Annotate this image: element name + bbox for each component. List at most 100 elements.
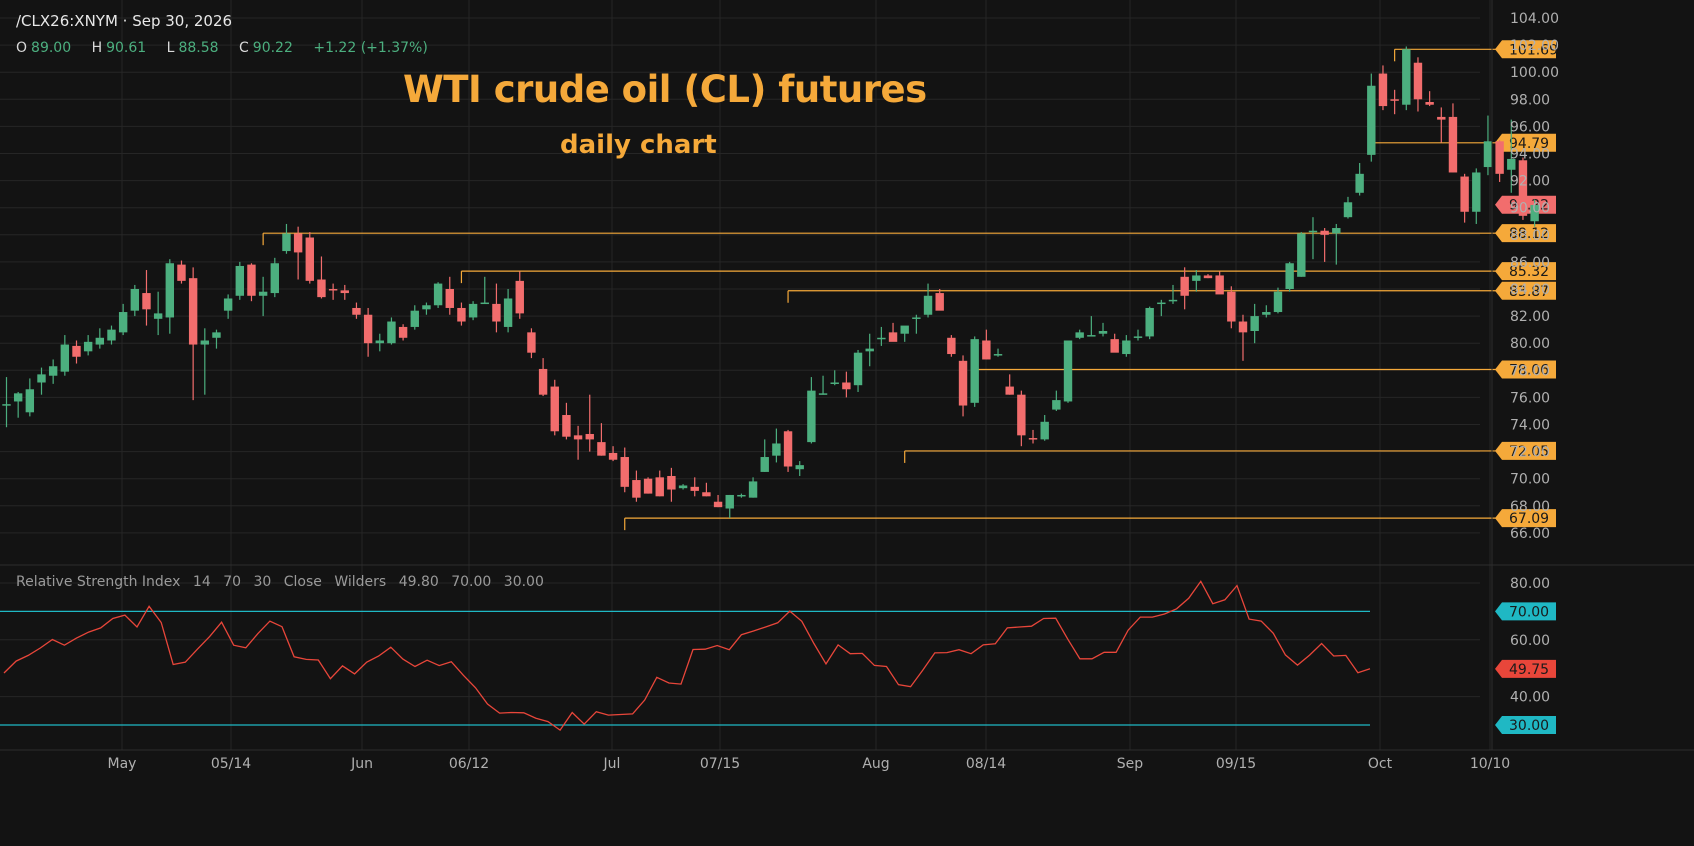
candle-down — [305, 237, 314, 281]
candle-up — [200, 340, 210, 345]
candle-up — [865, 348, 874, 352]
rsi-value: 30.00 — [503, 574, 544, 590]
candle-up — [1122, 340, 1131, 355]
candle-down — [1227, 291, 1236, 322]
candle-up — [725, 494, 734, 509]
y-tick-label: 96.00 — [1510, 119, 1550, 135]
close-label: C — [239, 40, 249, 56]
ohlc-readout: O 89.00 H 90.61 L 88.58 C 90.22 +1.22 (+1.37… — [16, 40, 428, 56]
y-tick-label: 72.00 — [1510, 445, 1550, 461]
candle-up — [1472, 172, 1481, 212]
x-tick-label: Jul — [603, 756, 621, 772]
candle-down — [842, 382, 851, 390]
candle-down — [1203, 275, 1213, 279]
candle-down — [573, 435, 583, 440]
candle-down — [1110, 339, 1119, 353]
rsi-panel: 80.00 60.00 40.00 70.00 30.00 49.75 — [0, 576, 1556, 734]
candle-up — [993, 354, 1003, 356]
candle-down — [1437, 116, 1446, 120]
candle-up — [118, 312, 128, 333]
candle-up — [1285, 263, 1294, 289]
candle-down — [713, 501, 723, 508]
candle-up — [900, 325, 909, 334]
chart-subtitle: daily chart — [560, 130, 717, 160]
rsi-line — [3, 580, 1371, 732]
y-tick-label: 70.00 — [1510, 472, 1550, 488]
candle-up — [772, 443, 781, 456]
candle-down — [1448, 116, 1458, 173]
y-tick-label: 80.00 — [1510, 336, 1550, 352]
price-level-label: 88.12 — [1509, 226, 1549, 242]
candle-up — [1157, 302, 1166, 305]
candle-down — [562, 415, 571, 437]
candle-down — [655, 477, 664, 497]
candle-up — [422, 305, 431, 310]
candle-up — [1040, 421, 1049, 440]
candle-up — [678, 485, 688, 489]
candle-up — [48, 366, 58, 376]
candle-up — [1297, 233, 1306, 277]
price-level-label: 67.09 — [1509, 511, 1549, 527]
candle-up — [1483, 141, 1493, 168]
rsi-value: 49.80 — [398, 574, 439, 590]
x-tick-label: 09/15 — [1216, 756, 1256, 772]
candle-up — [1075, 332, 1084, 338]
candle-up — [1332, 228, 1341, 234]
candle-down — [1028, 438, 1038, 440]
candle-up — [212, 332, 221, 338]
low-label: L — [166, 40, 175, 56]
y-tick-label: 78.00 — [1510, 363, 1550, 379]
candle-up — [1530, 204, 1539, 222]
price-level-badge — [1495, 40, 1556, 59]
rsi-last-label: 49.75 — [1509, 662, 1549, 678]
symbol-line: /CLX26:XNYM · Sep 30, 2026 — [16, 12, 233, 30]
candle-down — [317, 279, 326, 298]
price-level-label: 83.87 — [1509, 284, 1549, 300]
candle-down — [293, 233, 303, 253]
candle-up — [818, 393, 828, 395]
candle-down — [667, 475, 676, 490]
open-value: 89.00 — [31, 40, 72, 56]
candle-up — [270, 263, 279, 294]
candle-up — [480, 302, 489, 305]
y-tick-label: 92.00 — [1510, 174, 1550, 190]
x-tick-label: 06/12 — [449, 756, 489, 772]
candle-down — [585, 433, 594, 440]
candle-down — [643, 478, 653, 494]
candle-up — [387, 321, 396, 344]
price-level-badge — [1495, 281, 1556, 300]
y-tick-label: 84.00 — [1510, 282, 1550, 298]
rsi-param: 30 — [253, 574, 272, 590]
candle-down — [597, 442, 606, 456]
candle-up — [923, 295, 933, 315]
candle-down — [1413, 62, 1423, 100]
candle-up — [1262, 312, 1271, 315]
x-tick-label: 07/15 — [700, 756, 740, 772]
candle-down — [398, 326, 408, 338]
rsi-param: 70 — [223, 574, 242, 590]
rsi-header: Relative Strength Index 14 70 30 Close W… — [16, 574, 552, 590]
candle-down — [515, 280, 524, 314]
price-level-badge — [1495, 360, 1556, 379]
rsi-value: 70.00 — [451, 574, 492, 590]
price-level-badge — [1495, 262, 1556, 281]
candle-down — [1495, 141, 1504, 174]
change-value: +1.22 (+1.37%) — [313, 40, 428, 56]
candle-up — [853, 352, 863, 386]
candle-down — [1460, 176, 1469, 212]
price-level-label: 85.32 — [1509, 264, 1549, 280]
candle-up — [282, 233, 291, 252]
candle-down — [1320, 230, 1329, 235]
candle-up — [737, 494, 746, 497]
candle-up — [830, 382, 839, 384]
candle-down — [328, 289, 338, 291]
candle-down — [1180, 276, 1189, 296]
rsi-tick-label: 80.00 — [1510, 576, 1550, 592]
rsi-param: Wilders — [334, 574, 387, 590]
candle-down — [177, 264, 186, 281]
axes: May 05/14 Jun 06/12 Jul 07/15 Aug 08/14 Sep 09/15… — [0, 0, 1694, 772]
rsi-band-label: 70.00 — [1509, 604, 1549, 620]
candle-up — [153, 313, 163, 319]
candle-down — [1390, 99, 1399, 101]
